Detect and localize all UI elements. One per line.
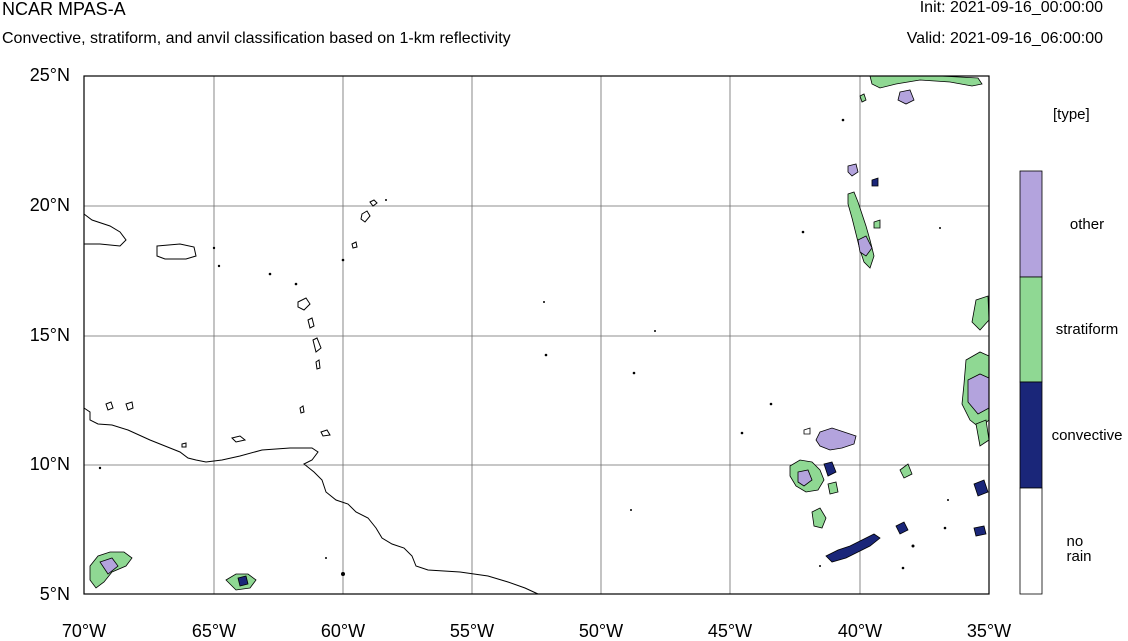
lon-label-40w: 40°W [837, 621, 883, 641]
coastlines [83, 199, 539, 595]
lat-label-20n: 20°N [29, 195, 70, 215]
map-frame [83, 75, 990, 595]
isolated-cells [98, 118, 949, 576]
lon-label-65w: 65°W [191, 621, 237, 641]
legend-swatch-no-rain [1019, 487, 1043, 595]
lon-label-50w: 50°W [578, 621, 624, 641]
legend-label-convective: convective [1051, 427, 1123, 444]
product-description: Convective, stratiform, and anvil classi… [2, 30, 511, 47]
lat-label-15n: 15°N [29, 325, 70, 345]
lon-label-55w: 55°W [449, 621, 495, 641]
lat-label-25n: 25°N [29, 65, 70, 85]
legend-swatch-other [1019, 170, 1043, 278]
lat-label-5n: 5°N [39, 584, 70, 604]
lon-label-60w: 60°W [320, 621, 366, 641]
legend-label-no-rain: no rain [1066, 533, 1092, 565]
legend-label-stratiform: stratiform [1055, 321, 1119, 338]
legend-swatch-stratiform [1019, 276, 1043, 383]
lat-label-10n: 10°N [29, 454, 70, 474]
graticule [84, 76, 989, 594]
precip-cells [89, 75, 990, 591]
lon-label-35w: 35°W [966, 621, 1012, 641]
lon-label-45w: 45°W [707, 621, 753, 641]
model-title: NCAR MPAS-A [2, 0, 126, 19]
legend-label-other: other [1069, 216, 1105, 233]
lon-label-70w: 70°W [61, 621, 107, 641]
legend-colorbar [1019, 170, 1043, 595]
valid-time: Valid: 2021-09-16_06:00:00 [906, 30, 1103, 47]
init-time: Init: 2021-09-16_00:00:00 [919, 0, 1103, 16]
legend-unit-label: [type] [1053, 106, 1090, 123]
legend-swatch-convective [1019, 381, 1043, 489]
